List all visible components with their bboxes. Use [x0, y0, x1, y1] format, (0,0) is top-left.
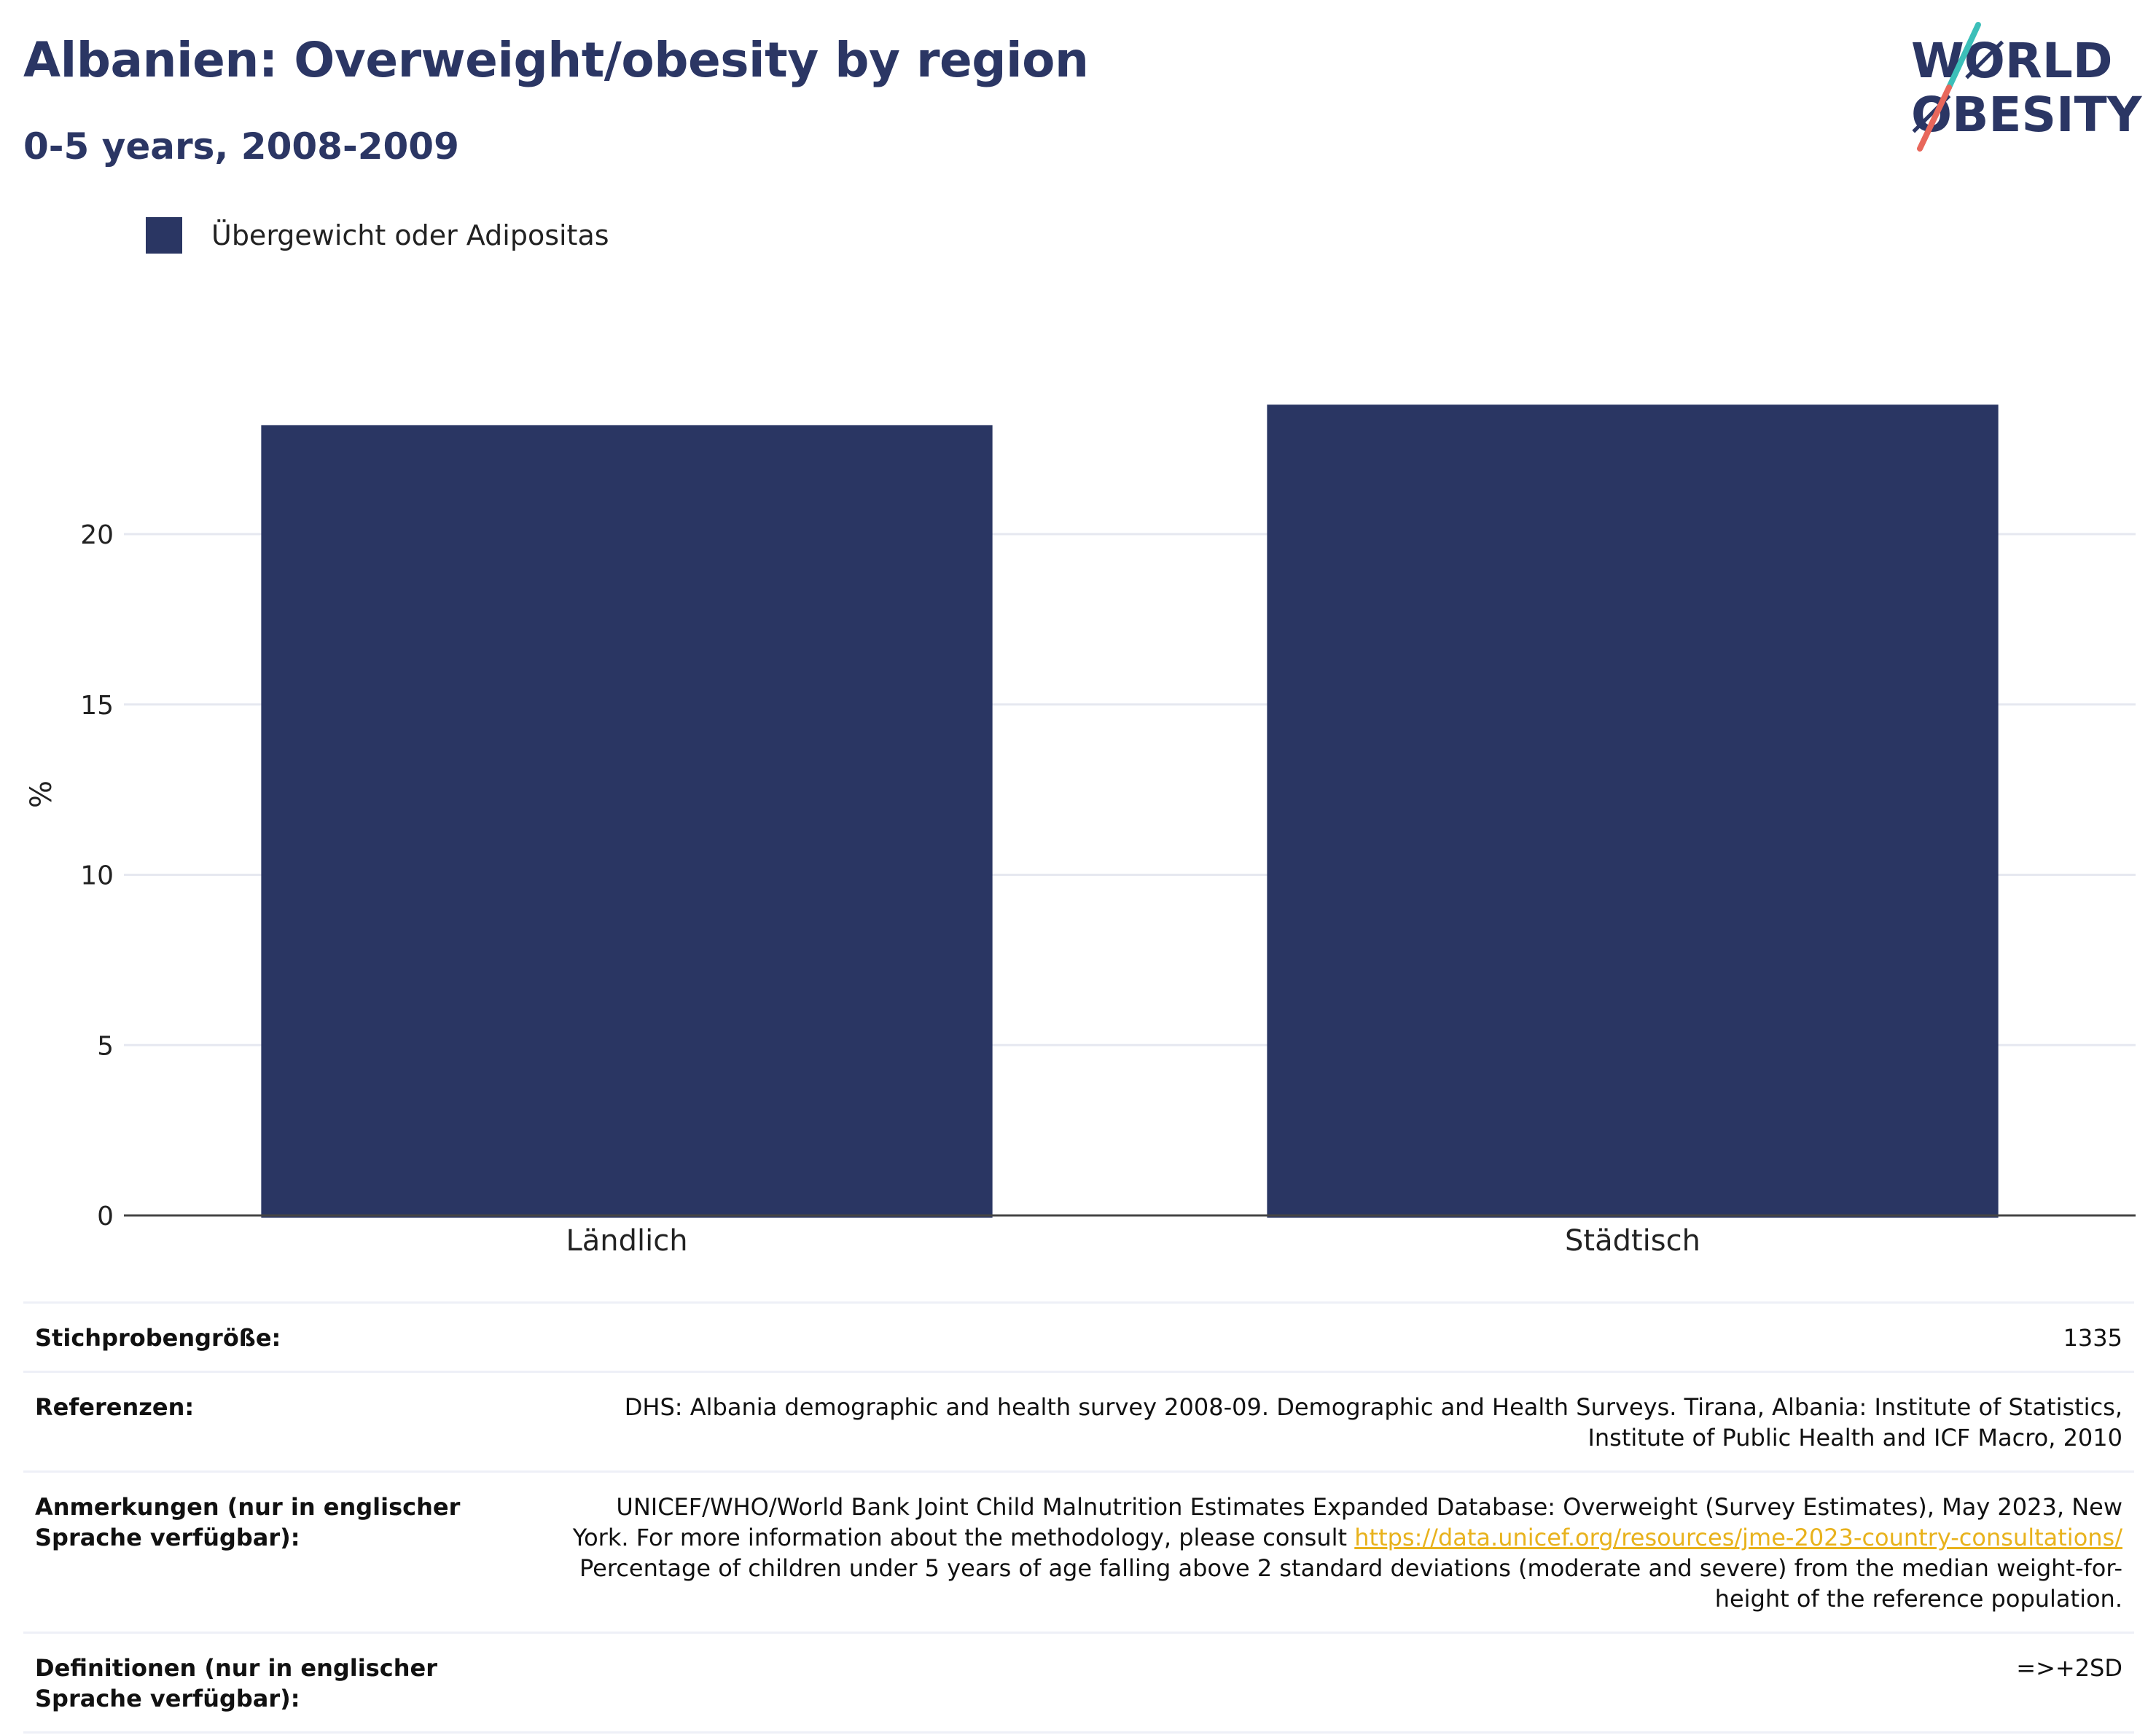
logo-slash-bottom	[1917, 85, 1952, 152]
notes-value: UNICEF/WHO/World Bank Joint Child Malnut…	[550, 1470, 2134, 1633]
chart-legend: Übergewicht oder Adipositas	[146, 216, 609, 255]
y-tick-label: 15	[80, 691, 114, 721]
info-row-sample-size: Stichprobengröße: 1335	[23, 1301, 2134, 1372]
sample-size-label: Stichprobengröße:	[23, 1301, 550, 1372]
logo-line-obesity: ØBESITY	[1911, 87, 2143, 143]
notes-text-before: UNICEF/WHO/World Bank Joint Child Malnut…	[572, 1493, 2122, 1551]
world-obesity-logo: WØRLD ØBESITY	[1911, 22, 2143, 152]
chart-title: Albanien: Overweight/obesity by region	[23, 32, 1089, 88]
logo-slash-top	[1946, 22, 1981, 90]
y-axis-title: %	[25, 780, 58, 808]
info-row-definitions: Definitionen (nur in englischer Sprache …	[23, 1632, 2134, 1734]
logo-line-world: WØRLD	[1911, 33, 2113, 89]
bar	[1267, 404, 1999, 1218]
info-table: Stichprobengröße: 1335 Referenzen: DHS: …	[23, 1301, 2134, 1734]
y-tick-label: 0	[97, 1202, 114, 1231]
y-tick-label: 5	[97, 1031, 114, 1061]
bars	[261, 404, 1999, 1218]
bar-chart: 0 5 10 15 20 Ländlich Städtisch %	[25, 404, 2136, 1258]
chart-subtitle: 0-5 years, 2008-2009	[23, 125, 459, 168]
y-tick-label: 10	[80, 861, 114, 891]
y-axis-ticks: 0 5 10 15 20	[80, 520, 114, 1231]
references-value: DHS: Albania demographic and health surv…	[550, 1371, 2134, 1472]
methodology-link[interactable]: https://data.unicef.org/resources/jme-20…	[1354, 1524, 2122, 1551]
notes-text-after: Percentage of children under 5 years of …	[579, 1554, 2122, 1613]
references-label: Referenzen:	[23, 1371, 550, 1472]
info-row-references: Referenzen: DHS: Albania demographic and…	[23, 1371, 2134, 1472]
legend-swatch	[146, 217, 182, 254]
x-category-label: Städtisch	[1565, 1224, 1700, 1258]
legend-label: Übergewicht oder Adipositas	[211, 219, 609, 251]
definitions-label: Definitionen (nur in englischer Sprache …	[23, 1632, 550, 1734]
x-axis-categories: Ländlich Städtisch	[566, 1224, 1700, 1258]
info-row-notes: Anmerkungen (nur in englischer Sprache v…	[23, 1470, 2134, 1633]
y-tick-label: 20	[80, 520, 114, 550]
x-category-label: Ländlich	[566, 1224, 687, 1258]
definitions-value: =>+2SD	[550, 1632, 2134, 1734]
notes-label: Anmerkungen (nur in englischer Sprache v…	[23, 1470, 550, 1633]
sample-size-value: 1335	[550, 1301, 2134, 1372]
bar	[261, 425, 993, 1218]
